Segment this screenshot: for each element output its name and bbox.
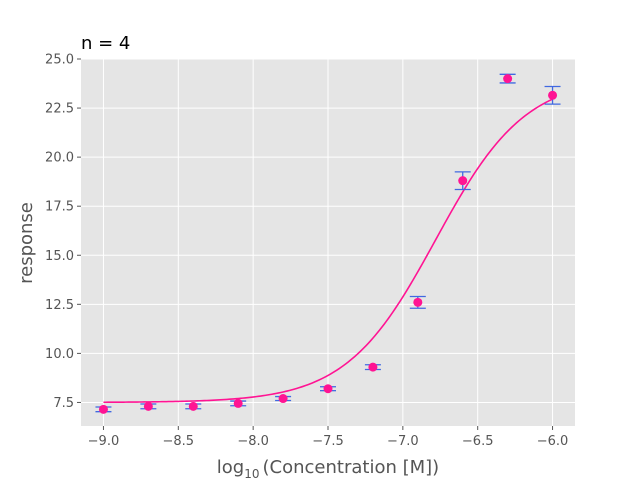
y-tick-label: 7.5 [53,396,74,411]
fit-curve-group [103,98,553,404]
x-tick-label: −6.0 [537,434,569,449]
x-axis-ticks: −9.0 −8.5 −8.0 −7.5 −7.0 −6.5 −6.0 [88,426,569,449]
data-point [188,401,198,411]
x-tick-label: −6.5 [462,434,494,449]
data-point [368,362,378,372]
y-axis-label: response [16,202,37,284]
data-point [413,297,423,307]
chart-title: n = 4 [81,33,130,54]
data-point [503,74,513,84]
x-tick-label: −7.0 [387,434,419,449]
x-tick-label: −8.0 [237,434,269,449]
data-point [233,398,243,408]
fit-curve [103,98,553,404]
x-axis-label-subscript: 10 [244,467,259,480]
x-tick-label: −8.5 [163,434,195,449]
y-tick-label: 12.5 [45,298,74,313]
data-point [458,176,468,186]
data-point [548,90,558,100]
data-point [143,401,153,411]
y-tick-label: 17.5 [45,200,74,215]
x-tick-label: −9.0 [88,434,120,449]
x-axis-label-rest: (Concentration [M]) [263,457,440,478]
y-tick-label: 10.0 [45,347,74,362]
data-point [98,404,108,414]
data-point [323,384,333,394]
x-axis-label-base: log [217,457,244,478]
y-tick-label: 15.0 [45,249,74,264]
y-tick-label: 22.5 [45,102,74,117]
y-axis-ticks: 7.5 10.0 12.5 15.0 17.5 20.0 22.5 25.0 [45,53,81,411]
data-points [98,74,558,414]
x-axis-label: log10 (Concentration [M]) [217,457,439,480]
data-point [278,394,288,404]
y-tick-label: 20.0 [45,151,74,166]
x-tick-label: −7.5 [312,434,344,449]
y-tick-label: 25.0 [45,53,74,68]
